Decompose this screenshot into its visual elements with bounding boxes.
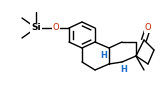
Text: Si: Si — [31, 24, 41, 32]
Text: O: O — [53, 24, 59, 32]
Text: H: H — [121, 64, 128, 74]
Text: H: H — [101, 50, 108, 60]
Text: O: O — [145, 24, 151, 32]
